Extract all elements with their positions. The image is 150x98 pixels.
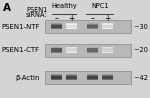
Bar xyxy=(66,47,77,48)
Text: +: + xyxy=(104,14,110,23)
Bar xyxy=(87,47,98,48)
Text: ~30 kD: ~30 kD xyxy=(134,24,150,30)
Bar xyxy=(51,75,62,80)
Bar xyxy=(45,44,130,57)
Bar xyxy=(102,48,113,53)
Bar xyxy=(87,23,98,25)
Text: Healthy: Healthy xyxy=(51,3,77,9)
Bar xyxy=(102,79,113,80)
Bar xyxy=(87,52,98,53)
Text: A: A xyxy=(3,3,11,13)
Bar xyxy=(51,79,62,80)
Bar xyxy=(51,52,62,53)
Text: ~42 kD: ~42 kD xyxy=(134,75,150,81)
Bar xyxy=(51,74,62,76)
Bar xyxy=(51,48,62,53)
Bar xyxy=(66,52,77,53)
Text: β-Actin: β-Actin xyxy=(15,75,40,81)
Bar xyxy=(66,74,77,76)
Bar xyxy=(66,79,77,80)
Bar xyxy=(87,75,98,80)
Bar xyxy=(87,24,98,29)
Text: +: + xyxy=(68,14,74,23)
Bar xyxy=(66,48,77,53)
Bar xyxy=(51,23,62,25)
Bar xyxy=(66,23,77,25)
Text: siRNA:: siRNA: xyxy=(26,12,48,18)
Bar xyxy=(45,20,130,33)
Text: –: – xyxy=(54,14,58,23)
Text: PSEN1-NTF: PSEN1-NTF xyxy=(1,24,40,30)
Text: PSEN1: PSEN1 xyxy=(26,7,47,13)
Bar xyxy=(87,28,98,29)
Bar xyxy=(51,28,62,29)
Bar xyxy=(102,24,113,29)
Bar xyxy=(51,47,62,48)
Bar xyxy=(87,74,98,76)
Bar xyxy=(51,24,62,29)
Bar xyxy=(66,24,77,29)
Text: –: – xyxy=(90,14,94,23)
Text: NPC1: NPC1 xyxy=(91,3,109,9)
Bar xyxy=(87,48,98,53)
Bar xyxy=(102,52,113,53)
Bar xyxy=(102,47,113,48)
Bar xyxy=(45,71,130,84)
Bar xyxy=(102,28,113,29)
Bar xyxy=(87,79,98,80)
Bar xyxy=(102,74,113,76)
Bar xyxy=(102,75,113,80)
Bar xyxy=(102,23,113,25)
Text: ~20 kD: ~20 kD xyxy=(134,47,150,53)
Bar xyxy=(66,75,77,80)
Bar xyxy=(66,28,77,29)
Text: PSEN1-CTF: PSEN1-CTF xyxy=(2,47,40,53)
